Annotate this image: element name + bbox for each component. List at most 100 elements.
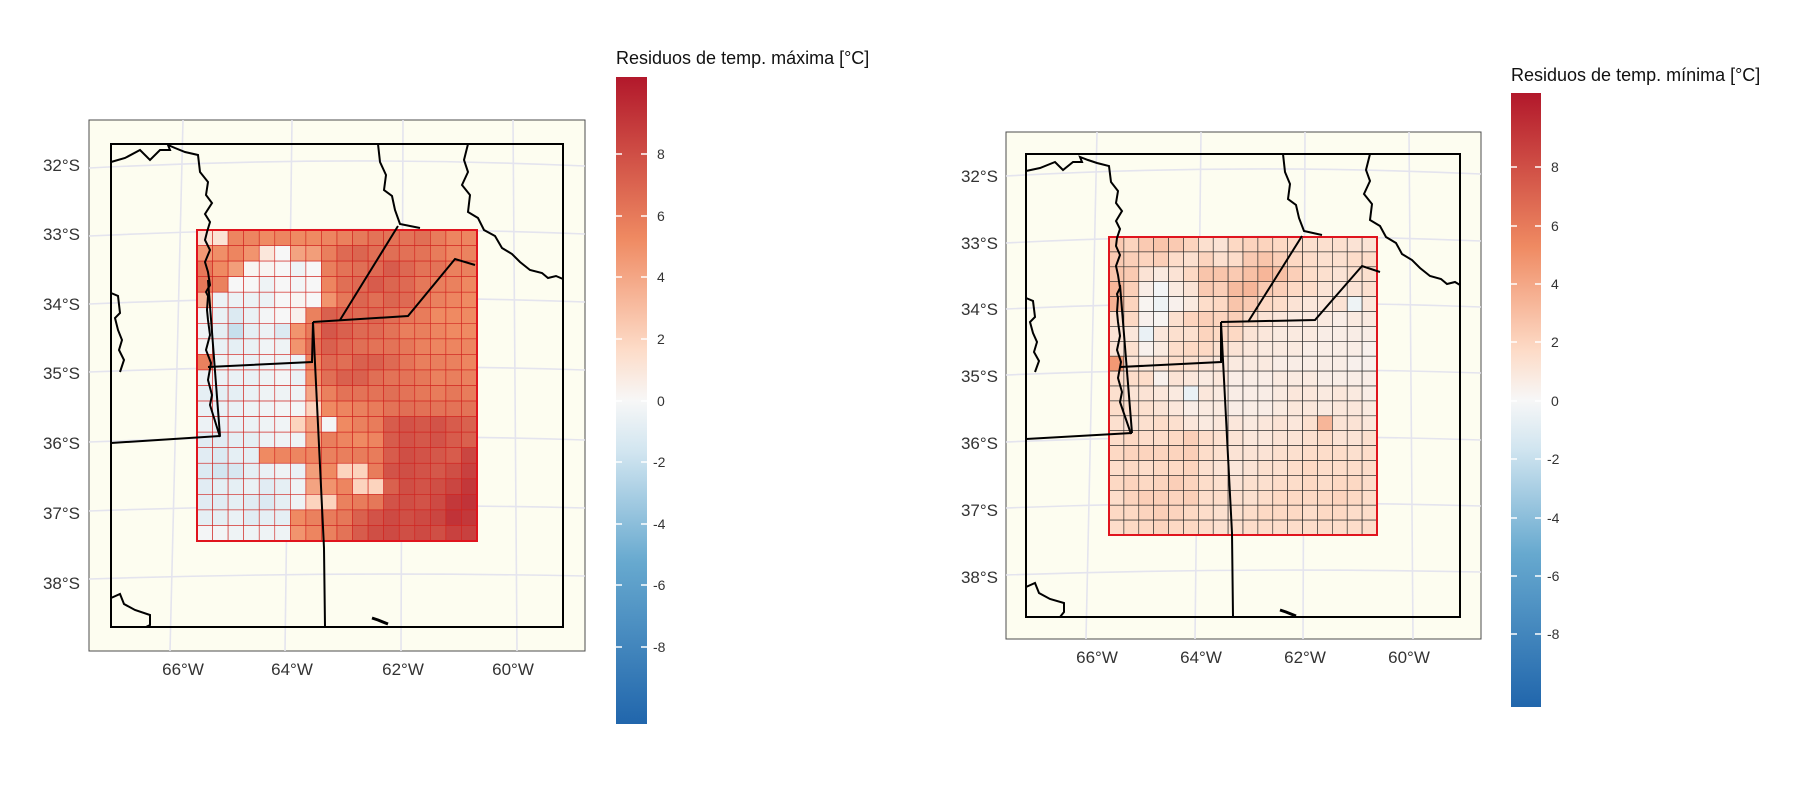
heatmap-cell xyxy=(1257,430,1274,446)
heatmap-cell xyxy=(430,307,447,324)
heatmap-cell xyxy=(1257,504,1274,521)
heatmap-cell xyxy=(1153,266,1169,282)
heatmap-cell xyxy=(1346,445,1363,461)
heatmap-cell xyxy=(243,431,260,448)
heatmap-cell xyxy=(1346,296,1363,312)
heatmap-cell xyxy=(1153,460,1169,476)
heatmap-cell xyxy=(336,354,353,371)
heatmap-cell xyxy=(258,462,276,480)
heatmap-cell xyxy=(1138,445,1154,461)
heatmap-cell xyxy=(398,369,416,386)
heatmap-cell xyxy=(212,478,229,495)
heatmap-cell xyxy=(398,385,416,402)
heatmap-cell xyxy=(1332,340,1348,357)
heatmap-cell xyxy=(1272,475,1288,491)
heatmap-cell xyxy=(430,400,447,417)
heatmap-cell xyxy=(1317,445,1333,461)
heatmap-cell xyxy=(367,229,384,246)
heatmap-cell xyxy=(1272,385,1288,402)
heatmap-cell xyxy=(321,462,338,480)
heatmap-cell xyxy=(1332,281,1348,297)
heatmap-cell xyxy=(1242,445,1259,461)
heatmap-cell xyxy=(445,478,462,495)
heatmap-cell xyxy=(1198,445,1214,461)
heatmap-cell xyxy=(1183,296,1199,312)
lat-label: 36°S xyxy=(43,434,80,453)
heatmap-cell xyxy=(461,462,478,480)
heatmap-cell xyxy=(1272,445,1288,461)
heatmap-cell xyxy=(414,307,431,324)
heatmap-cell xyxy=(305,509,322,526)
heatmap-cell xyxy=(1272,236,1288,253)
heatmap-cell xyxy=(1302,519,1318,536)
heatmap-cell xyxy=(398,229,416,246)
heatmap-cell xyxy=(1168,236,1184,253)
heatmap-cell xyxy=(321,478,338,495)
heatmap-cell xyxy=(321,276,338,293)
heatmap-cell xyxy=(1153,340,1169,357)
heatmap-cell xyxy=(1272,504,1288,521)
heatmap-cell xyxy=(1212,236,1229,253)
heatmap-cell xyxy=(227,338,244,355)
heatmap-cell xyxy=(1168,340,1184,357)
heatmap-cell xyxy=(1183,370,1199,387)
heatmap-cell xyxy=(430,478,447,495)
heatmap-cell xyxy=(1242,504,1259,521)
heatmap-cell xyxy=(445,431,462,448)
heatmap-cell xyxy=(290,338,307,355)
heatmap-cell xyxy=(1242,430,1259,446)
heatmap-cell xyxy=(258,229,276,246)
heatmap-cell xyxy=(1332,415,1348,431)
colorbar-tick: 6 xyxy=(1551,218,1559,234)
heatmap-cell xyxy=(1346,370,1363,387)
lat-label: 37°S xyxy=(961,501,998,520)
heatmap-cell xyxy=(398,291,416,309)
colorbar-tick: -6 xyxy=(1547,568,1560,584)
heatmap-cell xyxy=(1361,430,1378,446)
heatmap-cell xyxy=(352,416,369,433)
lat-label: 34°S xyxy=(961,300,998,319)
heatmap-cell xyxy=(1257,266,1274,282)
heatmap-cell xyxy=(1361,400,1378,417)
heatmap-cell xyxy=(258,494,276,511)
heatmap-cell xyxy=(1361,460,1378,476)
heatmap-cell xyxy=(383,525,400,542)
heatmap-cell xyxy=(1153,489,1169,506)
heatmap-cell xyxy=(352,385,369,402)
heatmap-cell xyxy=(1361,340,1378,357)
heatmap-cell xyxy=(227,462,244,480)
colorbar-tick: 2 xyxy=(1551,334,1559,350)
heatmap-cell xyxy=(430,369,447,386)
heatmap-cell xyxy=(243,509,260,526)
heatmap-cell xyxy=(445,260,462,277)
heatmap-cell xyxy=(336,416,353,433)
heatmap-cell xyxy=(1332,519,1348,536)
heatmap-cell xyxy=(1153,475,1169,491)
heatmap-cell xyxy=(1361,415,1378,431)
heatmap-cell xyxy=(305,291,322,309)
heatmap-cell xyxy=(1242,460,1259,476)
heatmap-cell xyxy=(290,369,307,386)
heatmap-cell xyxy=(1168,504,1184,521)
heatmap-cell xyxy=(1138,251,1154,268)
heatmap-cell xyxy=(1153,236,1169,253)
heatmap-cell xyxy=(1198,296,1214,312)
heatmap-cell xyxy=(243,245,260,262)
heatmap-cell xyxy=(227,400,244,417)
heatmap-cell xyxy=(243,229,260,246)
heatmap-cell xyxy=(321,260,338,277)
heatmap-cell xyxy=(1153,400,1169,417)
heatmap-cell xyxy=(1272,430,1288,446)
heatmap-cell xyxy=(1242,400,1259,417)
heatmap-cell xyxy=(1257,251,1274,268)
heatmap-cell xyxy=(398,245,416,262)
heatmap-cell xyxy=(1242,340,1259,357)
heatmap-cell xyxy=(290,416,307,433)
colorbar-tick: 0 xyxy=(1551,393,1559,409)
heatmap-cell xyxy=(1302,326,1318,342)
heatmap-cell xyxy=(1212,475,1229,491)
heatmap-cell xyxy=(243,525,260,542)
heatmap-cell xyxy=(414,447,431,464)
heatmap-cell xyxy=(1346,385,1363,402)
heatmap-cell xyxy=(1287,326,1303,342)
